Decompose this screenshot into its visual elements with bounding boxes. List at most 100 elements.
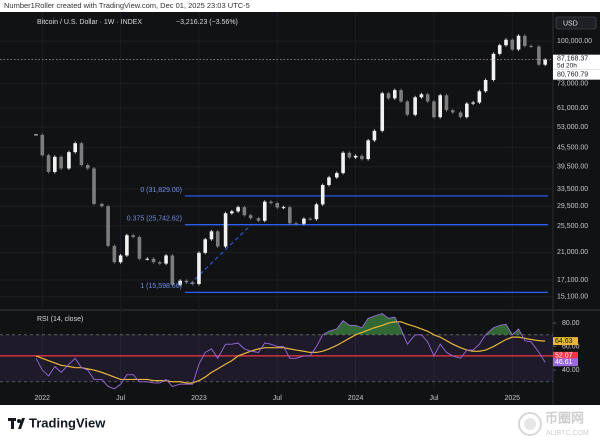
candle	[458, 112, 463, 118]
x-tick-label: 2025	[504, 395, 520, 402]
last-price-box	[553, 54, 600, 70]
candle	[230, 211, 234, 214]
candle	[100, 203, 104, 207]
y-tick-label: 15,100.00	[557, 294, 588, 301]
candle	[366, 140, 370, 160]
candle	[131, 235, 135, 237]
candle	[73, 143, 77, 153]
candle	[504, 39, 508, 46]
rsi-title: RSI (14, close)	[37, 316, 83, 323]
watermark-site: ALIBTC.COM	[546, 430, 589, 437]
candle	[335, 173, 339, 178]
candle	[529, 45, 533, 47]
candle	[184, 280, 189, 283]
watermark	[518, 412, 542, 436]
candle	[537, 46, 541, 65]
candle	[46, 155, 51, 172]
candle	[288, 207, 292, 224]
candle	[372, 130, 377, 141]
candle	[67, 152, 71, 169]
rsi-value-label: 64.63	[555, 338, 573, 345]
candle	[425, 94, 430, 102]
rsi-value-label: 46.61	[555, 359, 573, 366]
candle	[483, 80, 488, 92]
candle	[145, 258, 150, 260]
header-text: Number1Roller created with TradingView.c…	[4, 1, 250, 10]
candle	[347, 152, 352, 158]
rsi-band	[0, 334, 553, 382]
candle	[471, 102, 475, 104]
countdown-label: 5d 20h	[557, 62, 577, 69]
rsi-ma-line	[35, 321, 546, 384]
y-tick-label: 39,500.00	[557, 164, 588, 171]
candle	[491, 53, 496, 81]
candle	[215, 231, 220, 247]
candle	[386, 93, 391, 99]
candle	[477, 91, 482, 103]
candle	[137, 236, 142, 259]
candle	[497, 45, 502, 54]
y-tick-label: 25,500.00	[557, 223, 588, 230]
chart-panel	[0, 12, 600, 405]
rsi-value-badge	[553, 337, 578, 346]
candle	[157, 262, 162, 264]
currency-box	[555, 16, 597, 30]
y-tick-label: 33,500.00	[557, 186, 588, 193]
candle	[320, 185, 325, 205]
candle	[190, 282, 195, 284]
marker-price-box	[553, 69, 600, 80]
marks	[0, 34, 553, 390]
candle	[432, 101, 436, 118]
candle	[236, 207, 240, 212]
y-tick-label: 21,000.00	[557, 249, 588, 256]
rsi-overbought-fill	[36, 313, 546, 335]
candle	[92, 168, 96, 204]
marker-price-label: 80,760.79	[557, 72, 588, 79]
fib-level-label: 1 (15,598.66)	[140, 283, 182, 290]
candle	[327, 177, 331, 186]
candle	[314, 204, 319, 220]
candle	[543, 59, 547, 65]
rsi-tick-label: 60.00	[562, 343, 580, 350]
candle	[302, 218, 306, 224]
candle	[523, 35, 527, 46]
candle	[79, 143, 84, 166]
rsi-value-badge	[553, 351, 578, 360]
candle	[85, 165, 90, 169]
candle	[380, 93, 385, 131]
x-tick-label: 2022	[35, 395, 51, 402]
candle	[450, 110, 455, 113]
candle	[308, 218, 312, 220]
labels: 100,000.00 73,000.00 61,000.00 53,000.00 45,…	[35, 38, 600, 402]
candle	[465, 103, 469, 118]
candle	[360, 155, 364, 160]
candle	[248, 215, 253, 219]
rsi-value-badge	[553, 358, 578, 367]
candle	[178, 280, 182, 285]
fib-level-label: 0.375 (25,742.62)	[127, 215, 182, 222]
candle	[516, 35, 521, 50]
rsi-value-label: 52.07	[555, 353, 573, 360]
rsi-tick-label: 80.00	[562, 320, 580, 327]
candle	[269, 201, 273, 204]
candle	[341, 152, 345, 174]
candle	[106, 206, 110, 246]
candle	[275, 203, 280, 208]
y-tick-label: 17,100.00	[557, 277, 588, 284]
rsi-tick-label: 40.00	[562, 367, 580, 374]
candle	[164, 255, 168, 264]
candle	[203, 239, 208, 253]
y-tick-label: 73,000.00	[557, 81, 588, 88]
candle	[242, 207, 247, 216]
candle	[40, 134, 45, 156]
candle	[419, 94, 424, 98]
candle	[34, 134, 38, 136]
candle	[223, 213, 228, 247]
candle	[197, 252, 201, 284]
price-change: −3,216.23 (−3.56%)	[176, 19, 238, 26]
candle	[112, 245, 117, 263]
brand-logo	[8, 418, 25, 429]
currency-label: USD	[563, 20, 578, 27]
candle	[151, 258, 156, 263]
